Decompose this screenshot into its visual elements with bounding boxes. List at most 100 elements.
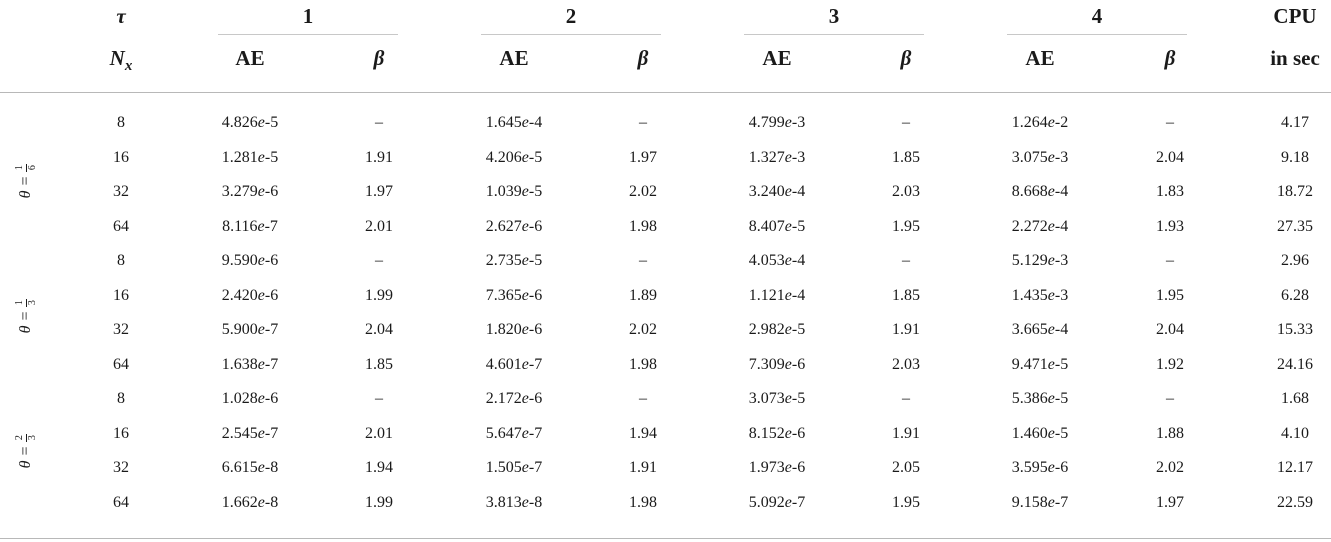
cell-beta-1: – — [375, 252, 383, 269]
cell-beta-3: – — [902, 114, 910, 131]
cell-beta-3: 1.85 — [892, 286, 920, 304]
cell-ae-3: 4.053e-4 — [748, 252, 806, 269]
cell-beta-1: 2.04 — [365, 321, 393, 338]
tau-header: τ — [116, 4, 126, 28]
group-header-2: 2 — [565, 4, 577, 28]
ae-header-1: AE — [235, 46, 265, 70]
cell-ae-3: 1.121e-4 — [748, 286, 806, 304]
cell-cpu: 1.68 — [1281, 390, 1309, 407]
cell-nx: 8 — [117, 390, 125, 407]
ae-header-2: AE — [499, 46, 529, 70]
cell-ae-3: 2.982e-5 — [748, 321, 806, 338]
cell-beta-3: 2.03 — [892, 183, 920, 200]
cell-beta-4: 1.97 — [1156, 493, 1184, 511]
cell-beta-3: 2.05 — [892, 459, 920, 476]
cell-beta-1: 2.01 — [365, 424, 393, 442]
cell-cpu: 6.28 — [1281, 286, 1309, 304]
cell-beta-4: – — [1166, 114, 1174, 131]
cell-beta-1: 2.01 — [365, 217, 393, 235]
cell-nx: 32 — [113, 321, 129, 338]
cell-cpu: 22.59 — [1277, 493, 1313, 511]
cell-nx: 16 — [113, 424, 129, 442]
cell-beta-4: – — [1166, 390, 1174, 407]
cell-ae-1: 1.281e-5 — [221, 148, 279, 166]
group-header-1: 1 — [302, 4, 314, 28]
cell-ae-3: 8.407e-5 — [748, 217, 806, 235]
cell-beta-2: 1.98 — [629, 355, 657, 373]
nx-subscript: x — [124, 58, 133, 75]
cell-ae-1: 1.028e-6 — [221, 390, 279, 407]
ae-header-4: AE — [1025, 46, 1055, 70]
nx-header: Nx — [110, 46, 133, 75]
cell-nx: 32 — [113, 183, 129, 200]
cell-ae-3: 3.240e-4 — [748, 183, 806, 200]
cell-ae-4: 3.075e-3 — [1011, 148, 1069, 166]
cell-beta-4: 2.02 — [1156, 459, 1184, 476]
cell-ae-3: 1.973e-6 — [748, 459, 806, 476]
cell-beta-3: – — [902, 252, 910, 269]
cell-ae-4: 1.435e-3 — [1011, 286, 1069, 304]
cell-beta-2: 1.91 — [629, 459, 657, 476]
cell-ae-1: 4.826e-5 — [221, 114, 279, 131]
cell-ae-3: 1.327e-3 — [748, 148, 806, 166]
cell-ae-2: 2.172e-6 — [485, 390, 543, 407]
cell-ae-3: 3.073e-5 — [748, 390, 806, 407]
cell-ae-2: 1.505e-7 — [485, 459, 543, 476]
nx-main: N — [109, 46, 125, 70]
cell-beta-3: 1.85 — [892, 148, 920, 166]
cell-ae-2: 1.039e-5 — [485, 183, 543, 200]
cell-ae-2: 5.647e-7 — [485, 424, 543, 442]
cell-ae-4: 1.264e-2 — [1011, 114, 1069, 131]
cell-beta-3: – — [902, 390, 910, 407]
cell-beta-1: 1.85 — [365, 355, 393, 373]
cell-beta-1: 1.94 — [365, 459, 393, 476]
cell-ae-3: 7.309e-6 — [748, 355, 806, 373]
beta-header-3: β — [900, 46, 912, 70]
cell-beta-4: 1.93 — [1156, 217, 1184, 235]
cell-cpu: 12.17 — [1277, 459, 1313, 476]
cell-ae-2: 7.365e-6 — [485, 286, 543, 304]
cell-ae-1: 9.590e-6 — [221, 252, 279, 269]
cell-nx: 8 — [117, 252, 125, 269]
cell-beta-2: 1.89 — [629, 286, 657, 304]
cell-ae-1: 1.662e-8 — [221, 493, 279, 511]
ae-header-3: AE — [762, 46, 792, 70]
cell-ae-4: 3.595e-6 — [1011, 459, 1069, 476]
cell-beta-3: 1.95 — [892, 493, 920, 511]
cell-beta-3: 2.03 — [892, 355, 920, 373]
cell-beta-1: 1.97 — [365, 183, 393, 200]
beta-header-4: β — [1164, 46, 1176, 70]
cell-ae-3: 5.092e-7 — [748, 493, 806, 511]
group-header-3: 3 — [828, 4, 840, 28]
cell-nx: 64 — [113, 217, 129, 235]
cell-nx: 64 — [113, 355, 129, 373]
cell-beta-2: 1.94 — [629, 424, 657, 442]
cell-cpu: 9.18 — [1281, 148, 1309, 166]
cell-beta-2: 2.02 — [629, 321, 657, 338]
group-rule-1 — [218, 34, 398, 35]
cell-beta-1: 1.99 — [365, 286, 393, 304]
cell-cpu: 4.10 — [1281, 424, 1309, 442]
cell-ae-4: 9.471e-5 — [1011, 355, 1069, 373]
cell-beta-2: – — [639, 252, 647, 269]
cell-beta-1: 1.91 — [365, 148, 393, 166]
cell-ae-2: 1.645e-4 — [485, 114, 543, 131]
cell-ae-4: 5.386e-5 — [1011, 390, 1069, 407]
cell-ae-3: 8.152e-6 — [748, 424, 806, 442]
cell-nx: 16 — [113, 286, 129, 304]
cell-cpu: 24.16 — [1277, 355, 1313, 373]
cell-beta-4: 1.92 — [1156, 355, 1184, 373]
cell-cpu: 2.96 — [1281, 252, 1309, 269]
cell-beta-3: 1.91 — [892, 321, 920, 338]
cell-ae-4: 5.129e-3 — [1011, 252, 1069, 269]
cell-cpu: 18.72 — [1277, 183, 1313, 200]
cell-ae-1: 3.279e-6 — [221, 183, 279, 200]
cell-beta-3: 1.95 — [892, 217, 920, 235]
cell-ae-1: 5.900e-7 — [221, 321, 279, 338]
cell-beta-2: 1.97 — [629, 148, 657, 166]
theta-lhs-2: θ = — [17, 310, 34, 334]
cell-beta-4: – — [1166, 252, 1174, 269]
